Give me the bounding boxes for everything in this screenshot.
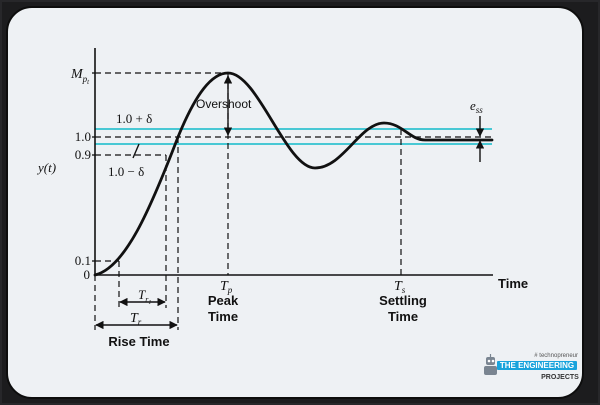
tp-label: Tp <box>220 279 233 295</box>
settling-time-label-line1: Settling <box>379 293 427 308</box>
overshoot-label: Overshoot <box>196 97 252 111</box>
step-response-curve <box>93 71 494 277</box>
y-axis-label: y(t) <box>36 160 56 175</box>
tick-label-1-0: 1.0 <box>75 129 91 144</box>
peak-time-label-line2: Time <box>208 309 238 324</box>
ts-label: Ts <box>394 279 406 295</box>
engineering-projects-logo: # technopreneur THE ENGINEERING PROJECTS <box>484 353 579 381</box>
peak-time-label-line1: Peak <box>208 293 239 308</box>
delta-indicator-slash <box>132 143 140 159</box>
logo-sub: PROJECTS <box>541 374 579 381</box>
tick-label-0-1: 0.1 <box>75 253 91 268</box>
ess-label: ess <box>470 98 483 115</box>
tick-label-0: 0 <box>84 267 91 282</box>
tr1-label: Tr1 <box>138 287 151 306</box>
logo-tagline: # technopreneur <box>534 353 578 359</box>
diagram-card <box>6 6 584 399</box>
rise-time-label: Rise Time <box>108 334 169 349</box>
tick-label-0-9: 0.9 <box>75 147 91 162</box>
settling-time-label-line2: Time <box>388 309 418 324</box>
mp-label: Mpt <box>70 67 90 86</box>
logo-name: THE ENGINEERING <box>500 361 574 370</box>
lower-band-label: 1.0 − δ <box>108 164 144 179</box>
tr-label: Tr <box>130 311 142 327</box>
upper-band-label: 1.0 + δ <box>116 111 152 126</box>
x-axis-label: Time <box>498 276 528 291</box>
robot-icon <box>484 354 497 375</box>
